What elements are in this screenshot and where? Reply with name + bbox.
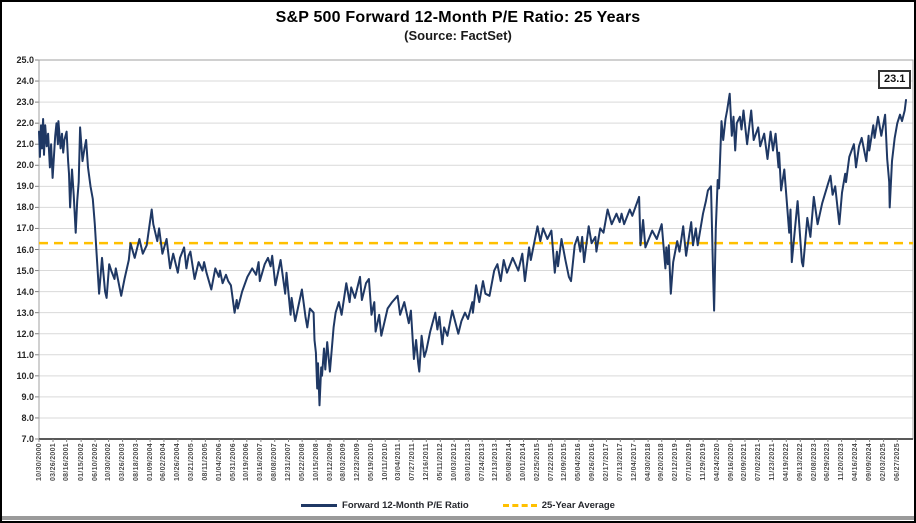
y-tick-label: 8.0 xyxy=(21,412,34,423)
y-tick-label: 12.0 xyxy=(16,328,34,339)
bottom-edge-bar xyxy=(2,516,914,520)
y-tick-label: 19.0 xyxy=(16,181,34,192)
x-tick-label: 09/26/2016 xyxy=(589,443,597,482)
y-tick-label: 14.0 xyxy=(16,286,34,297)
x-tick-label: 01/04/2006 xyxy=(215,443,223,482)
y-tick-label: 21.0 xyxy=(16,139,34,150)
x-tick-label: 07/22/2015 xyxy=(548,443,556,482)
chart-title: S&P 500 Forward 12-Month P/E Ratio: 25 Y… xyxy=(275,9,641,26)
x-tick-label: 07/02/2021 xyxy=(755,443,763,482)
x-tick-label: 10/26/2004 xyxy=(174,443,182,482)
chart-subtitle: (Source: FactSet) xyxy=(404,28,512,43)
x-tick-label: 12/09/2015 xyxy=(561,443,569,482)
y-tick-label: 24.0 xyxy=(16,76,34,87)
x-tick-label: 04/16/2024 xyxy=(852,443,860,482)
x-tick-label: 05/11/2012 xyxy=(436,443,444,481)
x-tick-label: 08/11/2005 xyxy=(201,443,209,481)
x-tick-label: 03/26/2003 xyxy=(119,443,127,482)
y-tick-label: 13.0 xyxy=(16,307,34,318)
x-tick-label: 05/19/2010 xyxy=(367,443,375,482)
x-tick-label: 07/24/2013 xyxy=(478,443,486,482)
x-tick-label: 07/13/2017 xyxy=(616,443,624,482)
x-tick-label: 07/27/2011 xyxy=(409,443,417,481)
average-dash-swatch xyxy=(502,504,537,507)
x-tick-label: 10/01/2014 xyxy=(520,443,528,482)
legend-label: Forward 12-Month P/E Ratio xyxy=(342,500,469,511)
x-tick-label: 09/20/2018 xyxy=(658,443,666,482)
x-tick-label: 06/02/2004 xyxy=(160,443,168,482)
x-tick-label: 10/19/2006 xyxy=(243,443,251,482)
x-tick-label: 10/15/2008 xyxy=(312,443,320,482)
x-tick-label: 12/16/2011 xyxy=(422,443,430,481)
x-tick-label: 09/09/2024 xyxy=(866,443,874,482)
x-tick-label: 06/29/2023 xyxy=(824,443,832,482)
x-tick-label: 04/30/2018 xyxy=(644,443,652,482)
y-tick-label: 15.0 xyxy=(16,265,34,276)
x-tick-label: 10/30/2000 xyxy=(35,443,43,482)
x-tick-label: 02/25/2015 xyxy=(534,443,542,482)
series-line-swatch xyxy=(301,504,338,507)
last-value-callout: 23.1 xyxy=(878,70,912,89)
x-tick-label: 02/12/2019 xyxy=(672,443,680,482)
x-tick-label: 02/09/2021 xyxy=(741,443,749,482)
x-tick-label: 02/03/2025 xyxy=(880,443,888,482)
y-tick-label: 7.0 xyxy=(21,434,34,444)
y-tick-label: 22.0 xyxy=(16,118,34,129)
y-tick-label: 18.0 xyxy=(16,202,34,213)
y-tick-label: 11.0 xyxy=(16,349,34,360)
x-tick-label: 03/26/2001 xyxy=(49,443,57,482)
x-tick-label: 09/16/2020 xyxy=(727,443,735,482)
y-tick-label: 10.0 xyxy=(16,370,34,381)
x-tick-label: 05/31/2006 xyxy=(229,443,237,482)
legend-item-average: 25-Year Average xyxy=(502,500,615,511)
x-tick-label: 12/04/2017 xyxy=(630,443,638,482)
y-tick-label: 23.0 xyxy=(16,97,34,108)
x-tick-label: 05/08/2014 xyxy=(506,443,514,482)
x-tick-label: 02/17/2017 xyxy=(602,443,610,482)
x-tick-label: 03/21/2005 xyxy=(188,443,196,482)
x-tick-label: 11/29/2019 xyxy=(699,443,707,481)
x-tick-label: 08/18/2003 xyxy=(132,443,140,482)
x-tick-label: 04/24/2020 xyxy=(713,443,721,482)
x-tick-label: 11/23/2021 xyxy=(768,443,776,481)
x-tick-label: 04/19/2022 xyxy=(782,443,790,482)
y-tick-label: 17.0 xyxy=(16,223,34,234)
x-tick-label: 10/03/2012 xyxy=(450,443,458,482)
x-tick-label: 12/13/2013 xyxy=(492,443,500,482)
x-tick-label: 08/03/2009 xyxy=(340,443,348,482)
x-tick-label: 03/12/2009 xyxy=(326,443,334,482)
x-tick-label: 01/09/2004 xyxy=(146,443,154,482)
x-tick-label: 05/04/2016 xyxy=(575,443,583,482)
legend-item-forward-pe: Forward 12-Month P/E Ratio xyxy=(301,500,469,511)
x-tick-label: 10/30/2002 xyxy=(105,443,113,482)
y-tick-label: 16.0 xyxy=(16,244,34,255)
x-tick-label: 01/15/2002 xyxy=(77,443,85,482)
x-tick-label: 05/22/2008 xyxy=(298,443,306,482)
x-tick-label: 02/08/2023 xyxy=(810,443,818,482)
legend: Forward 12-Month P/E Ratio 25-Year Avera… xyxy=(2,500,914,511)
x-tick-label: 10/11/2010 xyxy=(381,443,389,481)
x-tick-label: 08/08/2007 xyxy=(271,443,279,482)
x-tick-label: 03/01/2013 xyxy=(464,443,472,482)
y-tick-label: 9.0 xyxy=(21,391,34,402)
x-tick-label: 03/04/2011 xyxy=(395,443,403,481)
x-tick-label: 07/10/2019 xyxy=(686,443,694,482)
x-tick-label: 12/23/2009 xyxy=(353,443,361,482)
x-tick-label: 12/31/2007 xyxy=(285,443,292,482)
y-tick-label: 25.0 xyxy=(16,55,34,65)
y-tick-label: 20.0 xyxy=(16,160,34,171)
x-tick-label: 11/20/2023 xyxy=(838,443,846,481)
x-tick-label: 06/10/2002 xyxy=(91,443,99,482)
forward-pe-line xyxy=(38,92,907,407)
x-tick-label: 06/27/2025 xyxy=(893,443,901,482)
x-tick-label: 03/16/2007 xyxy=(257,443,265,482)
legend-label: 25-Year Average xyxy=(541,500,615,511)
x-tick-label: 08/16/2001 xyxy=(63,443,71,482)
x-tick-label: 09/13/2022 xyxy=(796,443,804,482)
